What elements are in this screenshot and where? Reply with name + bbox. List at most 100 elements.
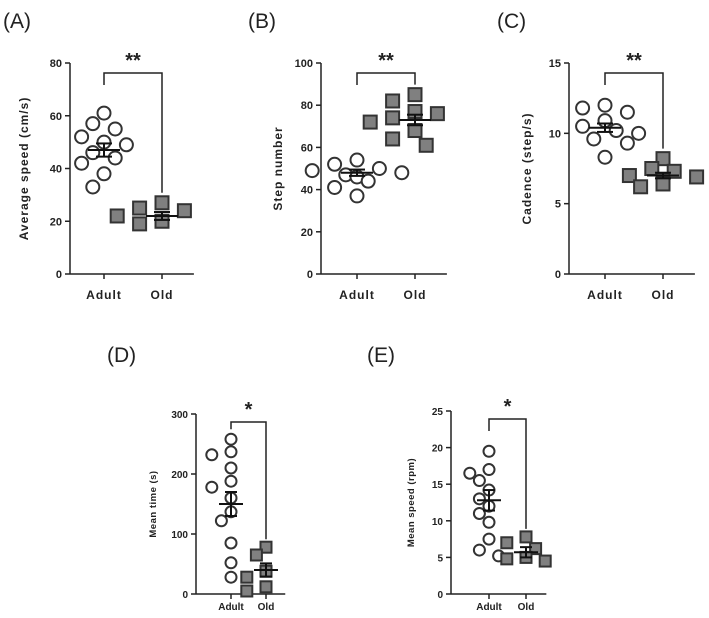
x-category-label: Adult bbox=[476, 602, 502, 613]
data-point-adult bbox=[619, 135, 635, 151]
data-point-adult bbox=[472, 492, 486, 506]
y-tick-label: 15 bbox=[549, 58, 561, 70]
data-point-adult bbox=[74, 155, 90, 171]
y-tick-label: 25 bbox=[432, 407, 444, 418]
x-category-label: Old bbox=[652, 288, 675, 302]
data-point-old bbox=[249, 548, 263, 562]
chart-panel-b: (B) 0 20 40 60 80 100 Step number Adult Old ** bbox=[248, 10, 447, 302]
data-point-adult bbox=[327, 156, 343, 172]
y-tick-label: 5 bbox=[555, 199, 561, 211]
y-tick-label: 80 bbox=[301, 100, 313, 112]
data-point-adult bbox=[107, 121, 123, 137]
data-point-adult bbox=[608, 123, 624, 139]
data-point-old bbox=[407, 87, 423, 103]
y-tick-label: 200 bbox=[171, 470, 188, 481]
panel-letter: (A) bbox=[3, 10, 31, 33]
data-point-old bbox=[621, 168, 637, 184]
x-category-label: Adult bbox=[218, 602, 244, 613]
data-point-adult bbox=[96, 166, 112, 182]
y-tick-label: 40 bbox=[50, 164, 62, 176]
data-point-old bbox=[259, 580, 273, 594]
data-point-adult bbox=[205, 448, 219, 462]
data-point-old bbox=[240, 584, 254, 598]
data-point-old bbox=[385, 93, 401, 109]
significance-bracket bbox=[488, 418, 527, 529]
x-category-label: Old bbox=[151, 288, 174, 302]
significance-bracket bbox=[356, 72, 416, 85]
data-point-adult bbox=[74, 129, 90, 145]
significance-marker: ** bbox=[125, 50, 141, 72]
chart-panel-d: (D) 0 100 200 300 Mean time (s) Adult Old * bbox=[107, 344, 286, 613]
data-point-adult bbox=[482, 444, 496, 458]
y-axis-label: Step number bbox=[271, 126, 285, 210]
data-point-old bbox=[154, 195, 170, 211]
data-point-adult bbox=[205, 480, 219, 494]
significance-bracket bbox=[604, 72, 664, 149]
data-point-adult bbox=[482, 515, 496, 529]
data-point-adult bbox=[96, 105, 112, 121]
data-point-adult bbox=[394, 165, 410, 181]
y-axis-label: Cadence (step/s) bbox=[520, 112, 534, 224]
significance-marker: ** bbox=[626, 50, 642, 72]
data-point-old bbox=[176, 203, 192, 219]
data-point-old bbox=[240, 570, 254, 584]
y-tick-label: 10 bbox=[432, 517, 444, 528]
data-point-adult bbox=[224, 536, 238, 550]
chart-panel-c: (C) 0 5 10 15 Cadence (step/s) Adult Old ** bbox=[497, 10, 705, 302]
y-axis-label: Average speed (cm/s) bbox=[17, 97, 31, 241]
data-point-old bbox=[429, 106, 445, 122]
data-point-old bbox=[538, 554, 552, 568]
data-point-adult bbox=[224, 445, 238, 459]
data-point-adult bbox=[597, 149, 613, 165]
data-point-old bbox=[109, 208, 125, 224]
data-point-adult bbox=[575, 118, 591, 134]
data-point-adult bbox=[224, 474, 238, 488]
y-tick-label: 60 bbox=[50, 111, 62, 123]
y-axis-label: Mean speed (rpm) bbox=[406, 458, 417, 547]
data-point-old bbox=[500, 552, 514, 566]
data-point-adult bbox=[631, 125, 647, 141]
y-tick-label: 0 bbox=[182, 590, 188, 601]
data-point-adult bbox=[586, 131, 602, 147]
y-tick-label: 0 bbox=[437, 590, 443, 601]
x-category-label: Adult bbox=[339, 288, 375, 302]
y-tick-label: 15 bbox=[432, 480, 444, 491]
data-point-adult bbox=[349, 152, 365, 168]
significance-bracket bbox=[230, 421, 267, 540]
data-point-adult bbox=[472, 543, 486, 557]
data-point-adult bbox=[85, 179, 101, 195]
data-point-adult bbox=[371, 161, 387, 176]
data-point-old bbox=[385, 110, 401, 126]
data-point-old bbox=[655, 176, 671, 192]
panel-letter: (D) bbox=[107, 344, 136, 367]
data-point-adult bbox=[597, 97, 613, 113]
y-tick-label: 0 bbox=[555, 269, 561, 281]
data-point-old bbox=[362, 114, 378, 130]
data-point-adult bbox=[619, 104, 635, 120]
data-point-old bbox=[418, 137, 434, 153]
data-point-adult bbox=[360, 173, 376, 189]
y-tick-label: 5 bbox=[437, 553, 443, 564]
significance-bracket bbox=[103, 72, 163, 193]
data-point-old bbox=[655, 151, 671, 167]
data-point-old bbox=[633, 179, 649, 195]
data-point-adult bbox=[224, 556, 238, 570]
significance-marker: ** bbox=[378, 50, 394, 72]
data-point-adult bbox=[304, 163, 320, 179]
data-point-adult bbox=[463, 466, 477, 480]
data-point-old bbox=[385, 131, 401, 147]
data-point-adult bbox=[327, 179, 343, 195]
panel-letter: (E) bbox=[367, 344, 395, 367]
data-point-adult bbox=[107, 150, 123, 166]
data-point-old bbox=[689, 169, 705, 185]
y-axis-label: Mean time (s) bbox=[148, 470, 159, 537]
y-tick-label: 0 bbox=[307, 269, 313, 281]
data-point-old bbox=[132, 216, 148, 232]
data-point-old bbox=[519, 530, 533, 544]
x-category-label: Old bbox=[258, 602, 275, 613]
data-point-adult bbox=[224, 432, 238, 446]
panel-letter: (C) bbox=[497, 10, 526, 33]
chart-panel-a: (A) 0 20 40 60 80 Average speed (cm/s) Adult Old… bbox=[3, 10, 194, 302]
data-point-adult bbox=[224, 461, 238, 475]
chart-panel-e: (E) 0 5 10 15 20 25 Mean speed (rpm) Adult Old * bbox=[367, 344, 552, 613]
